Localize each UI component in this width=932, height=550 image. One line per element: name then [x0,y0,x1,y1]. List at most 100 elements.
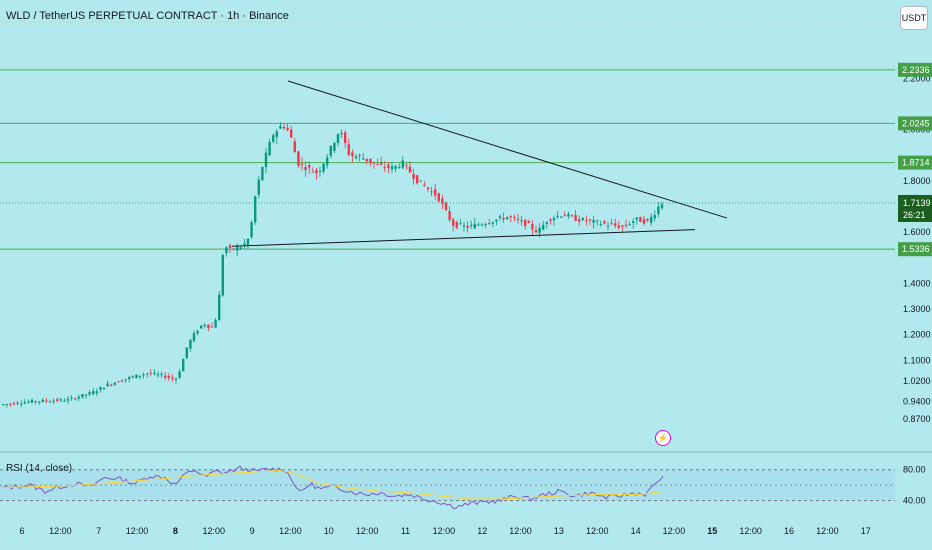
candle-body [315,170,318,174]
level-tag [898,155,932,170]
candle-body [153,372,156,374]
time-tick-label: 12:00 [663,526,686,536]
candle-body [380,162,383,165]
candle-body [426,187,430,190]
candle-body [444,202,448,211]
candle-body [20,403,23,405]
candle-body [293,141,296,153]
candle-body [192,333,196,342]
current-price-label: 1.7139 [903,198,931,208]
candle-body [502,218,505,220]
candle-body [610,223,613,225]
candle-body [228,245,232,248]
level-tag-label: 2.0245 [902,118,930,128]
candle-body [304,167,307,170]
candle-body [412,173,415,179]
candle-body [545,222,548,224]
candle-body [236,246,239,251]
candle-body [106,383,109,387]
candle-body [84,394,88,396]
time-tick-label: 12:00 [739,526,762,536]
candle-body [552,218,556,221]
price-tick-label: 0.9400 [903,396,931,406]
candle-body [203,324,206,326]
candle-body [556,215,559,217]
candle-body [491,222,494,224]
candle-body [452,219,455,226]
candle-body [149,372,152,374]
rsi-label: RSI (14, close) [6,463,73,474]
level-tag-label: 1.8714 [902,158,930,168]
currency-button[interactable]: USDT [900,6,928,30]
candle-body [599,224,602,226]
candle-body [185,347,188,358]
candle-body [513,216,516,218]
time-tick-label: 12:00 [49,526,72,536]
candle-body [156,374,160,376]
candle-body [617,225,620,228]
candle-body [344,132,347,143]
candle-body [286,127,289,130]
candle-body [138,375,142,377]
current-price-tag [898,194,932,222]
candle-body [387,164,390,168]
candle-body [621,225,624,227]
candle-body [200,325,203,329]
candle-body [92,391,95,395]
lightning-icon[interactable]: ⚡ [655,430,671,446]
candle-body [614,223,617,226]
candle-body [257,179,260,195]
time-tick-label: 12:00 [279,526,302,536]
candle-body [48,401,52,403]
candle-body [365,158,368,162]
candle-body [441,198,444,204]
candle-body [459,223,462,225]
candle-body [210,326,214,328]
candle-body [117,381,120,383]
candle-body [167,375,170,378]
candle-body [646,218,649,221]
candle-body [59,399,62,401]
candle-body [408,166,412,173]
candle-body [12,403,16,405]
candle-body [124,379,127,381]
candle-body [585,220,588,222]
level-tag [898,242,932,257]
candle-body [437,193,440,202]
candle-body [632,221,635,223]
time-tick-label: 7 [96,526,101,536]
candle-body [419,180,422,182]
time-tick-label: 16 [784,526,794,536]
candle-body [300,163,304,165]
candle-body [531,223,534,230]
candle-body [189,339,192,349]
candle-body [642,218,646,224]
candle-body [383,167,386,169]
candle-body [38,401,41,403]
candle-body [405,164,408,166]
candle-body [592,219,595,223]
level-tag [898,116,932,131]
candle-body [606,225,610,227]
time-tick-label: 6 [19,526,24,536]
candle-body [624,224,628,226]
candle-body [318,170,322,173]
candle-body [131,376,134,378]
candle-body [639,217,642,223]
candle-body [581,218,584,220]
candle-body [99,387,102,390]
candle-body [34,401,37,403]
candle-body [574,215,577,221]
candle-body [351,152,354,157]
candle-body [297,151,300,166]
candle-body [484,224,487,226]
candle-body [448,211,451,220]
candle-body [113,382,116,385]
candle-body [326,157,329,166]
candle-body [63,400,66,402]
candle-body [376,164,379,166]
candle-body [480,224,484,226]
candle-body [628,224,631,226]
candle-body [520,220,523,222]
